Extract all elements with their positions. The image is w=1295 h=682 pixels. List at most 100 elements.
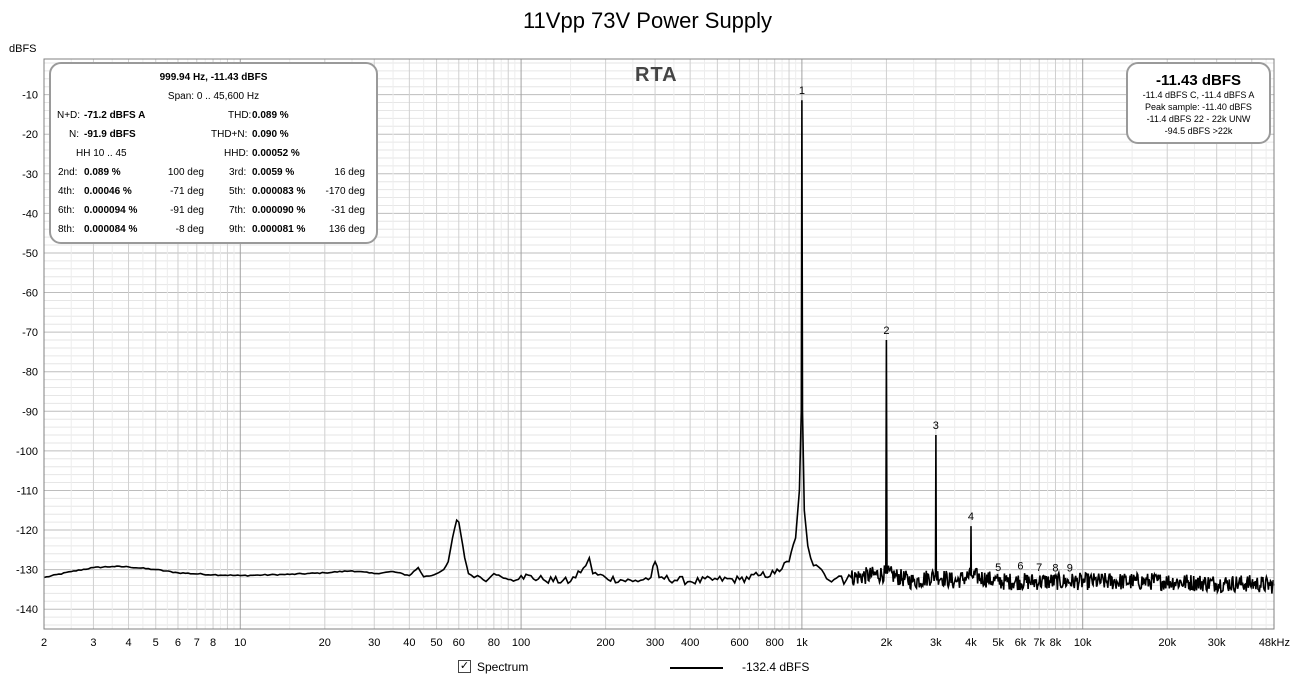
stats-nd-value: -71.2 dBFS A — [84, 110, 146, 121]
harm-label-b: 3rd: — [229, 167, 247, 178]
harm-phase-b: 16 deg — [334, 167, 365, 178]
stats-thdn-value: 0.090 % — [252, 129, 289, 140]
x-tick-label: 50 — [430, 637, 442, 649]
x-tick-label: 2 — [41, 637, 47, 649]
spectrum-checkbox[interactable]: ✓ — [458, 660, 471, 673]
level-line-2: Peak sample: -11.40 dBFS — [1145, 102, 1252, 112]
harm-value-a: 0.000094 % — [84, 205, 138, 216]
harm-phase-a: -71 deg — [170, 186, 204, 197]
level-main: -11.43 dBFS — [1155, 72, 1242, 89]
chart-title: 11Vpp 73V Power Supply — [522, 8, 773, 33]
harmonic-marker-label: 1 — [799, 85, 805, 97]
harm-phase-a: -91 deg — [170, 205, 204, 216]
x-tick-label: 800 — [766, 637, 784, 649]
y-tick-label: -70 — [22, 327, 38, 339]
x-tick-label: 3k — [930, 637, 942, 649]
stats-frequency-level: 999.94 Hz, -11.43 dBFS — [159, 72, 268, 83]
y-tick-label: -40 — [22, 208, 38, 220]
x-tick-label: 80 — [488, 637, 500, 649]
y-tick-label: -10 — [22, 90, 38, 102]
x-tick-label: 7 — [194, 637, 200, 649]
harm-phase-a: 100 deg — [167, 167, 204, 178]
harmonic-markers: 1 2 3 4 5 6 7 8 9 — [799, 85, 1073, 574]
level-line-1: -11.4 dBFS C, -11.4 dBFS A — [1142, 90, 1255, 100]
harmonic-marker-label: 3 — [933, 420, 939, 432]
harmonic-marker-label: 9 — [1067, 563, 1073, 575]
harm-phase-b: 136 deg — [328, 224, 365, 235]
series-layer — [43, 100, 1275, 595]
x-tick-label: 30k — [1208, 637, 1226, 649]
harm-value-b: 0.000090 % — [252, 205, 306, 216]
plot-frame — [43, 58, 1275, 630]
x-tick-label: 4k — [965, 637, 977, 649]
y-tick-label: -100 — [16, 446, 38, 458]
x-tick-label: 8k — [1050, 637, 1062, 649]
harmonic-marker-label: 6 — [1017, 561, 1023, 573]
stats-n-value: -91.9 dBFS — [84, 129, 136, 140]
x-tick-label: 10 — [234, 637, 246, 649]
x-tick-label: 3 — [90, 637, 96, 649]
x-tick-label: 7k — [1033, 637, 1045, 649]
axis-labels: -10 -20 -30 -40 -50 -60 -70 -80 -90 -100 -110 -120 -… — [16, 90, 1290, 649]
x-tick-label: 6k — [1015, 637, 1027, 649]
harmonic-marker-label: 2 — [883, 325, 889, 337]
y-tick-label: -20 — [22, 129, 38, 141]
x-tick-label: 5 — [153, 637, 159, 649]
y-tick-label: -90 — [22, 406, 38, 418]
harm-label-a: 6th: — [58, 205, 75, 216]
stats-hhd-value: 0.00052 % — [252, 148, 300, 159]
y-tick-label: -30 — [22, 169, 38, 181]
harmonic-marker-label: 4 — [968, 511, 974, 523]
spectrum-line — [43, 100, 1275, 595]
y-axis-unit-label: dBFS — [9, 43, 37, 55]
harm-label-a: 4th: — [58, 186, 75, 197]
y-tick-label: -130 — [16, 565, 38, 577]
x-tick-label: 400 — [681, 637, 699, 649]
level-panel: -11.43 dBFS -11.4 dBFS C, -11.4 dBFS A P… — [1126, 62, 1271, 144]
y-tick-label: -110 — [17, 485, 38, 497]
x-tick-label: 40 — [403, 637, 415, 649]
harm-label-b: 5th: — [229, 186, 246, 197]
harm-value-b: 0.0059 % — [252, 167, 295, 178]
rta-label: RTA — [635, 64, 678, 86]
harm-label-a: 8th: — [58, 224, 75, 235]
harmonic-marker-label: 8 — [1052, 563, 1058, 575]
y-tick-label: -120 — [16, 525, 38, 537]
stats-span-text: Span: 0 .. 45,600 Hz — [167, 91, 260, 102]
stats-nd-label: N+D: — [57, 110, 81, 121]
stats-thd-value: 0.089 % — [252, 110, 289, 121]
harm-label-b: 9th: — [229, 224, 246, 235]
x-tick-label: 100 — [512, 637, 530, 649]
level-line-4: -94.5 dBFS >22k — [1164, 126, 1233, 136]
x-tick-label: 200 — [596, 637, 614, 649]
harm-value-b: 0.000083 % — [252, 186, 306, 197]
harm-value-a: 0.00046 % — [84, 186, 132, 197]
stats-thdn-label: THD+N: — [211, 129, 248, 140]
harm-label-b: 7th: — [229, 205, 246, 216]
harm-value-a: 0.089 % — [84, 167, 121, 178]
x-tick-label: 2k — [881, 637, 893, 649]
legend-series-value: -132.4 dBFS — [742, 660, 810, 674]
x-tick-label: 8 — [210, 637, 216, 649]
stats-n-label: N: — [69, 129, 79, 140]
harmonic-marker-label: 5 — [995, 562, 1001, 574]
legend: ✓ Spectrum -132.4 dBFS — [0, 659, 1295, 677]
x-tick-label: 20k — [1158, 637, 1176, 649]
y-tick-label: -140 — [16, 604, 38, 616]
stats-hh-label: HH 10 .. 45 — [76, 148, 127, 159]
harm-phase-b: -31 deg — [331, 205, 365, 216]
x-tick-label: 5k — [992, 637, 1004, 649]
x-tick-label: 600 — [730, 637, 748, 649]
stats-hhd-label: HHD: — [224, 148, 249, 159]
harm-phase-a: -8 deg — [175, 224, 204, 235]
x-tick-label: 1k — [796, 637, 808, 649]
x-tick-label: 30 — [368, 637, 380, 649]
harm-phase-b: -170 deg — [325, 186, 365, 197]
stats-span: Span: 0 .. 45,600 Hz — [51, 91, 376, 102]
y-tick-label: -80 — [22, 367, 38, 379]
distortion-stats-panel: 999.94 Hz, -11.43 dBFS Span: 0 .. 45,600… — [49, 62, 378, 244]
legend-line-swatch — [670, 667, 723, 669]
harm-value-a: 0.000084 % — [84, 224, 138, 235]
stats-thd-label: THD: — [228, 110, 252, 121]
